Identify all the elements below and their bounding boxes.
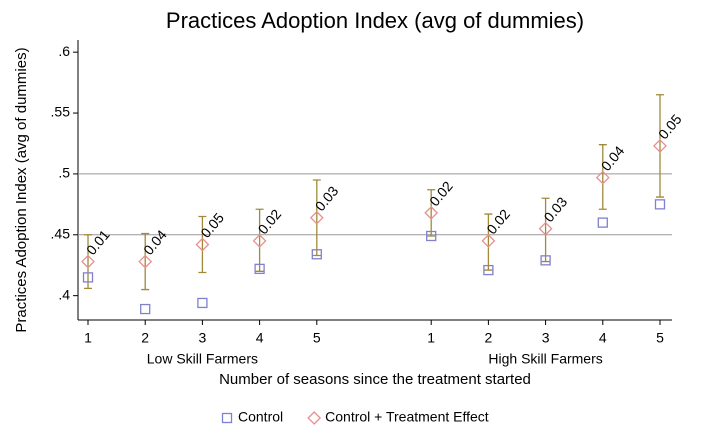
error-bar xyxy=(198,215,207,274)
point xyxy=(483,264,494,276)
legend-marker xyxy=(221,412,233,424)
point xyxy=(309,210,324,225)
point xyxy=(540,255,551,266)
x-tick-label: 3 xyxy=(199,330,207,346)
legend-marker xyxy=(307,411,322,425)
point xyxy=(595,170,610,185)
x-tick-label: 2 xyxy=(484,330,492,346)
y-tick-label: .45 xyxy=(51,225,71,241)
legend-label: Control + Treatment Effect xyxy=(325,409,489,425)
error-bar xyxy=(598,144,607,210)
x-tick-label: 4 xyxy=(256,330,264,346)
y-tick-label: .4 xyxy=(58,286,70,302)
point xyxy=(254,263,265,275)
point xyxy=(140,303,151,315)
x-tick-label: 1 xyxy=(427,330,435,346)
point xyxy=(653,138,667,153)
point xyxy=(597,217,608,228)
point xyxy=(481,233,496,248)
point xyxy=(138,254,153,269)
error-bar xyxy=(141,232,150,291)
point xyxy=(654,199,666,210)
group-label: High Skill Farmers xyxy=(488,351,602,367)
x-tick-label: 2 xyxy=(141,330,149,346)
y-tick-label: .6 xyxy=(58,43,70,59)
error-bar xyxy=(84,234,93,289)
y-tick-label: .5 xyxy=(58,165,70,181)
x-tick-label: 5 xyxy=(313,330,321,346)
point xyxy=(538,221,553,236)
error-bar xyxy=(312,179,321,257)
error-bar xyxy=(427,189,436,237)
point xyxy=(195,237,210,252)
point xyxy=(81,254,95,269)
x-tick-label: 4 xyxy=(599,330,607,346)
y-tick-label: .55 xyxy=(51,104,71,120)
point xyxy=(311,249,322,260)
chart-title: Practices Adoption Index (avg of dummies… xyxy=(166,8,584,33)
error-bar xyxy=(255,208,264,272)
point xyxy=(424,205,439,220)
error-bar xyxy=(484,213,493,271)
point xyxy=(197,297,208,309)
y-axis-title: Practices Adoption Index (avg of dummies… xyxy=(13,47,30,332)
point xyxy=(82,272,94,283)
x-tick-label: 1 xyxy=(84,330,92,346)
group-label: Low Skill Farmers xyxy=(147,351,258,367)
point xyxy=(252,233,267,248)
x-tick-label: 5 xyxy=(656,330,664,346)
legend-label: Control xyxy=(238,409,283,425)
x-tick-label: 3 xyxy=(542,330,550,346)
point xyxy=(426,230,437,242)
error-bar xyxy=(541,197,550,263)
error-bar xyxy=(655,94,664,198)
x-axis-title: Number of seasons since the treatment st… xyxy=(219,371,531,388)
